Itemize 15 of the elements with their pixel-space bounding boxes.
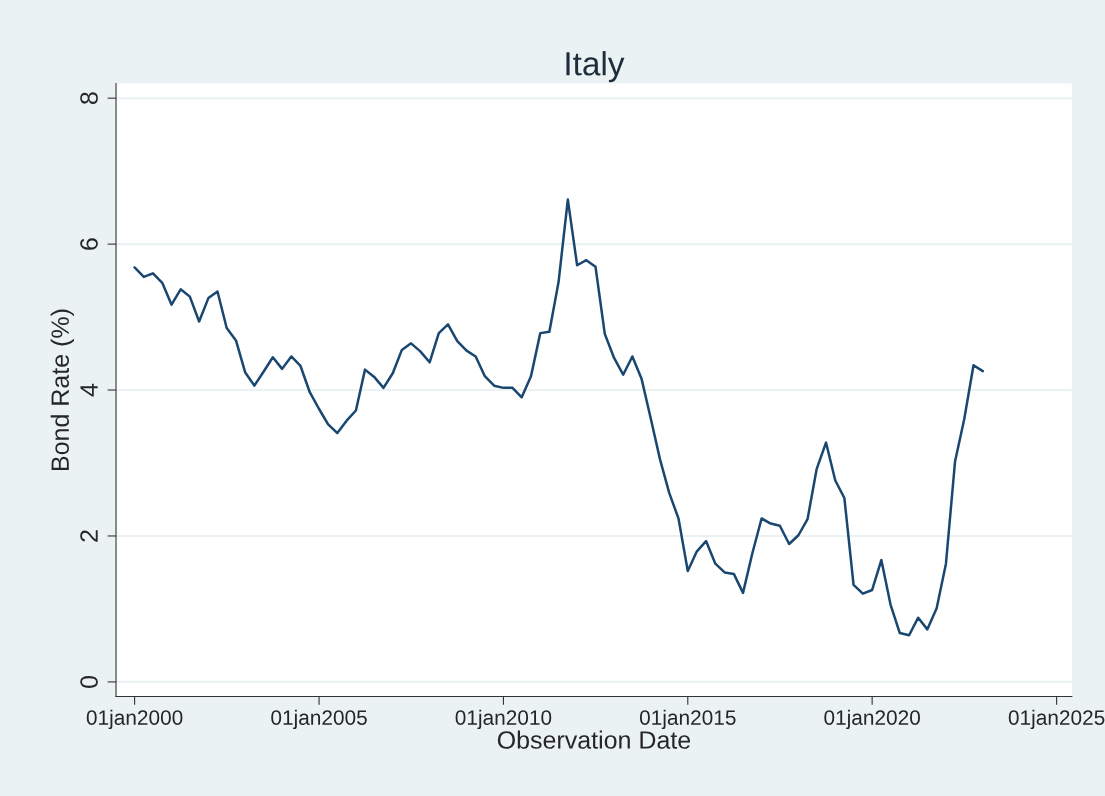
x-tick-label: 01jan2015: [639, 709, 736, 730]
x-axis-title: Observation Date: [497, 730, 691, 749]
y-tick-label: 4: [80, 383, 98, 397]
x-tick-label: 01jan2005: [271, 709, 367, 730]
x-tick-label: 01jan2010: [455, 709, 552, 730]
line-series: [133, 198, 985, 637]
x-tick-label: 01jan2020: [824, 709, 920, 730]
y-axis-title: Bond Rate (%): [50, 309, 74, 470]
y-tick-label: 8: [80, 92, 98, 105]
y-tick-label: 0: [80, 675, 98, 688]
x-tick-label: 01jan2000: [86, 709, 183, 730]
y-tick-label: 6: [80, 238, 98, 250]
x-tick-label: 01jan2025: [1008, 709, 1105, 730]
chart-title: Italy: [566, 51, 625, 83]
y-tick-label: 2: [80, 530, 98, 542]
